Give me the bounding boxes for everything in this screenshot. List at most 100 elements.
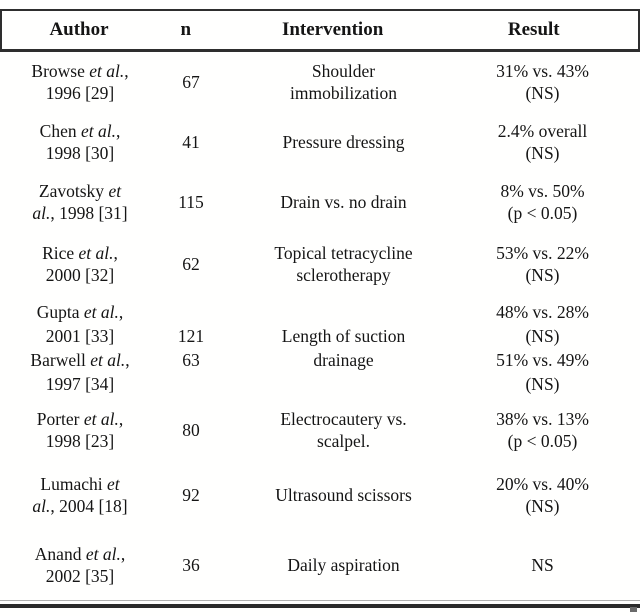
text-line: 48% vs. 28%	[496, 301, 589, 322]
result-cell: NS	[465, 530, 640, 600]
column-header-result-label: Result	[507, 19, 560, 40]
text-line	[222, 300, 465, 324]
text-line: 121	[177, 325, 205, 346]
text-line: (NS)	[525, 264, 560, 285]
text-line: 53% vs. 22%	[496, 242, 589, 263]
author-cell: Zavotsky et al., 1998 [31]	[0, 172, 160, 232]
text-line: NS	[531, 555, 554, 575]
text-line: 31% vs. 43%	[496, 61, 589, 81]
column-header-n: n	[156, 19, 216, 41]
column-header-n-label: n	[180, 19, 192, 40]
n-cell: 62	[160, 232, 222, 295]
result-cell: 31% vs. 43% (NS)	[465, 52, 640, 112]
n-cell: 80	[160, 400, 222, 460]
n-cell: 41	[160, 112, 222, 172]
text-line: 80	[182, 420, 200, 440]
author-cell: Lumachi et al., 2004 [18]	[0, 460, 160, 530]
author-cell: Browse et al., 1996 [29]	[0, 52, 160, 112]
table-row: Rice et al., 2000 [32] 62 Topical tetracycl…	[0, 232, 640, 295]
text-line: Drain vs. no drain	[280, 192, 407, 212]
text-line: Lumachi et	[40, 474, 120, 494]
text-line: drainage	[313, 349, 374, 370]
text-line: Browse et al.,	[31, 61, 129, 81]
column-header-result: Result	[450, 19, 638, 41]
table-row: Zavotsky et al., 1998 [31] 115 Drain vs. no…	[0, 172, 640, 232]
n-cell: 92	[160, 460, 222, 530]
text-line: al., 1998 [31]	[32, 203, 128, 223]
result-cell: 8% vs. 50% (p < 0.05)	[465, 172, 640, 232]
intervention-cell: Length of suction drainage	[222, 295, 465, 400]
n-cell: 121 63	[160, 295, 222, 400]
text-line: (NS)	[525, 325, 560, 346]
text-line: 8% vs. 50%	[500, 181, 585, 201]
table-body: Browse et al., 1996 [29] 67 Shoulder immobil…	[0, 52, 640, 600]
text-line: 20% vs. 40%	[496, 474, 589, 494]
text-line: (NS)	[525, 83, 560, 103]
text-line: 92	[182, 485, 200, 505]
text-line: 2000 [32]	[45, 264, 115, 285]
text-line: Rice et al.,	[42, 242, 118, 263]
n-cell: 36	[160, 530, 222, 600]
text-line: Daily aspiration	[287, 555, 400, 575]
intervention-cell: Pressure dressing	[222, 112, 465, 172]
result-cell: 38% vs. 13% (p < 0.05)	[465, 400, 640, 460]
result-cell: 2.4% overall (NS)	[465, 112, 640, 172]
text-line: (p < 0.05)	[507, 431, 578, 451]
text-line: 51% vs. 49%	[496, 349, 589, 370]
text-line: 41	[182, 132, 200, 152]
text-line: 2001 [33]	[45, 325, 115, 346]
intervention-cell: Ultrasound scissors	[222, 460, 465, 530]
text-line: Electrocautery vs.	[280, 409, 407, 429]
text-line: 115	[178, 192, 204, 212]
text-line: 1996 [29]	[45, 83, 115, 103]
text-line: Barwell et al.,	[30, 349, 130, 370]
text-line: 67	[182, 72, 200, 92]
page-artifact-mark	[630, 607, 637, 612]
table-row: Gupta et al., 2001 [33] Barwell et al., 199…	[0, 295, 640, 400]
table-row: Lumachi et al., 2004 [18] 92 Ultrasound sci…	[0, 460, 640, 530]
table-row: Chen et al., 1998 [30] 41 Pressure dressing…	[0, 112, 640, 172]
result-cell: 48% vs. 28% (NS) 51% vs. 49% (NS)	[465, 295, 640, 400]
intervention-cell: Electrocautery vs. scalpel.	[222, 400, 465, 460]
intervention-cell: Daily aspiration	[222, 530, 465, 600]
result-cell: 53% vs. 22% (NS)	[465, 232, 640, 295]
text-line: Topical tetracycline	[274, 242, 413, 263]
column-header-author-label: Author	[49, 19, 109, 40]
text-line: Ultrasound scissors	[275, 485, 412, 505]
author-cell: Rice et al., 2000 [32]	[0, 232, 160, 295]
text-line: 38% vs. 13%	[496, 409, 589, 429]
table-row: Porter et al., 1998 [23] 80 Electrocautery …	[0, 400, 640, 460]
text-line: 1998 [23]	[45, 431, 115, 451]
text-line: al., 2004 [18]	[32, 496, 128, 516]
column-header-intervention-label: Intervention	[281, 19, 384, 40]
column-header-author: Author	[2, 19, 156, 41]
table-bottom-rule	[0, 600, 640, 608]
text-line: sclerotherapy	[296, 264, 391, 285]
table-row: Anand et al., 2002 [35] 36 Daily aspiration…	[0, 530, 640, 600]
text-line: 2.4% overall	[497, 121, 588, 141]
column-header-intervention: Intervention	[216, 19, 450, 41]
intervention-cell: Topical tetracycline sclerotherapy	[222, 232, 465, 295]
text-line: 63	[182, 349, 200, 370]
text-line: Length of suction	[281, 325, 406, 346]
text-line: 36	[182, 555, 200, 575]
text-line: 1997 [34]	[45, 373, 115, 394]
text-line: (NS)	[525, 496, 560, 516]
study-results-table: Author n Intervention Result Browse et a…	[0, 9, 640, 608]
text-line	[160, 372, 222, 396]
text-line: (NS)	[525, 373, 560, 394]
text-line: Pressure dressing	[282, 132, 405, 152]
text-line: Anand et al.,	[34, 544, 126, 564]
text-line: Shoulder	[311, 61, 376, 81]
result-cell: 20% vs. 40% (NS)	[465, 460, 640, 530]
text-line: (p < 0.05)	[507, 203, 578, 223]
text-line	[160, 300, 222, 324]
author-cell: Porter et al., 1998 [23]	[0, 400, 160, 460]
text-line: Gupta et al.,	[36, 301, 124, 322]
table-row: Browse et al., 1996 [29] 67 Shoulder immobil…	[0, 52, 640, 112]
table-header-row: Author n Intervention Result	[0, 9, 640, 52]
text-line: 62	[182, 253, 200, 274]
text-line: Porter et al.,	[36, 409, 124, 429]
text-line: immobilization	[290, 83, 397, 103]
